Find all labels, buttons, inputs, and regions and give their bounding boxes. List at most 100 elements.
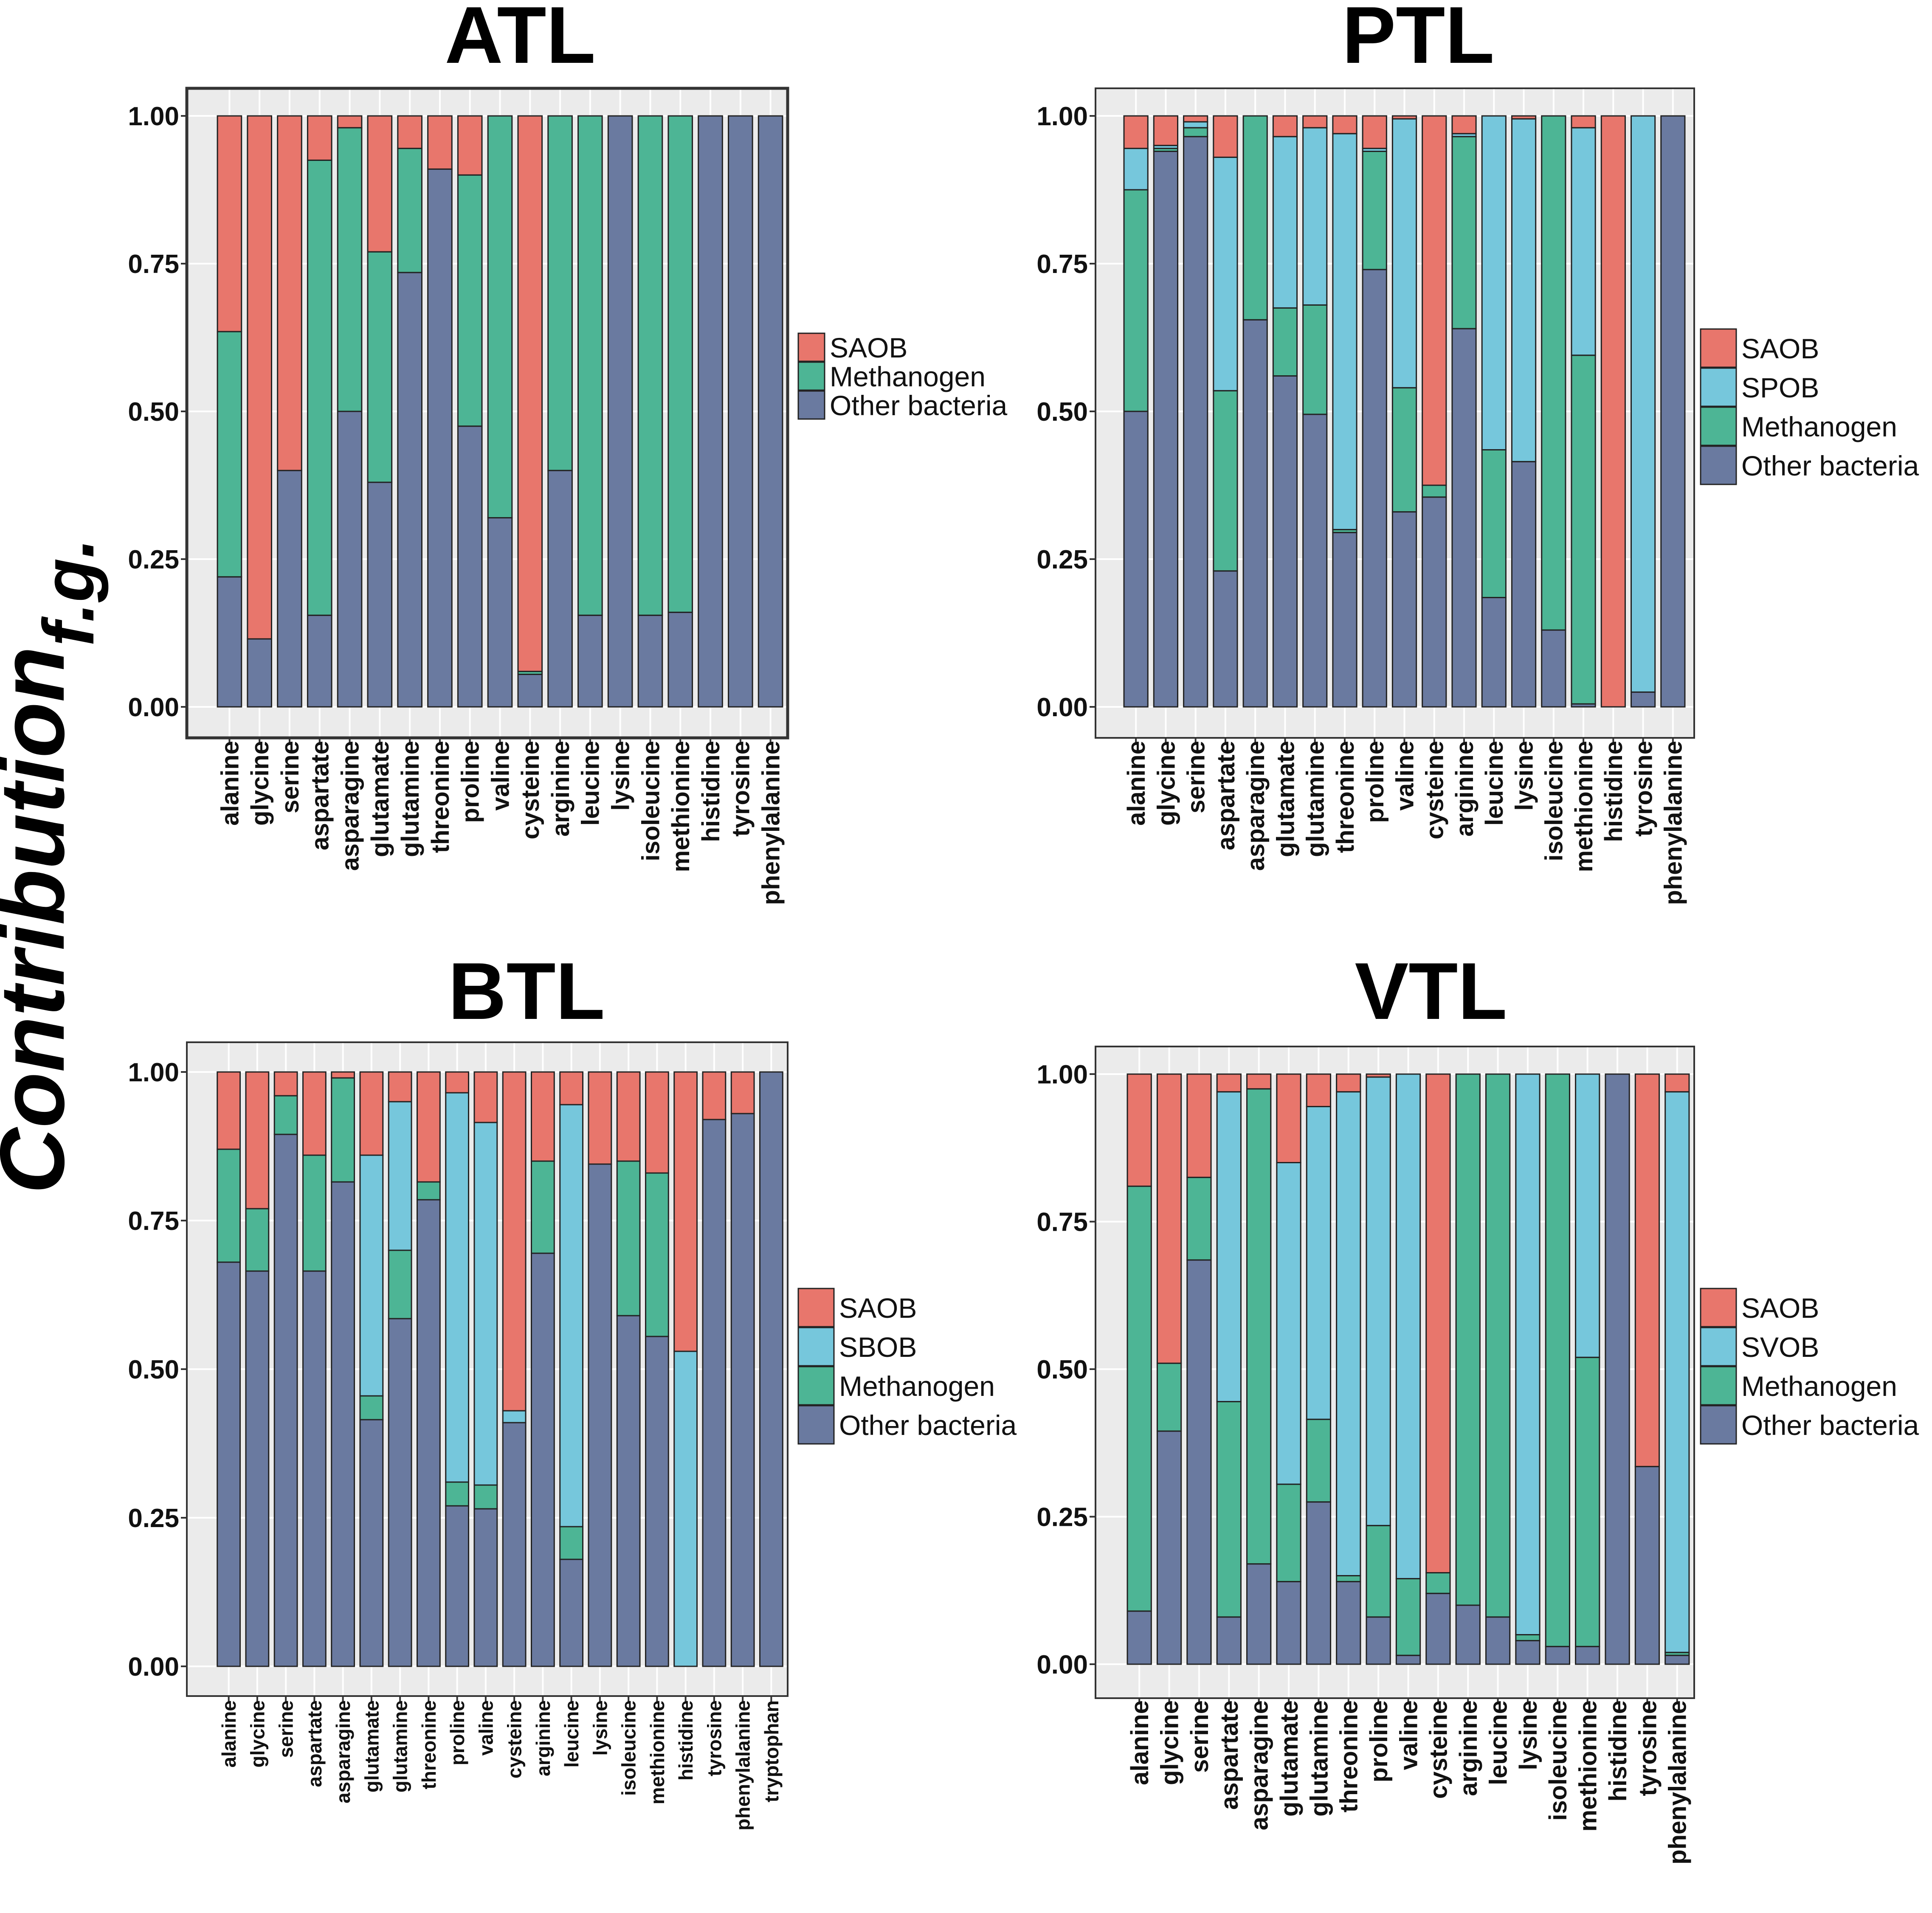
x-tick-label-ptl-lysine: lysine	[1510, 741, 1538, 810]
bar-atl-isoleucine-other-bacteria	[637, 614, 663, 708]
bar-atl-leucine-other-bacteria	[577, 614, 603, 708]
bar-btl-proline-sbob	[445, 1092, 470, 1483]
bar-ptl-aspartate-saob	[1213, 115, 1238, 158]
y-tick-label-ptl: 0.75	[1036, 250, 1088, 279]
bar-vtl-phenylalanine-svob	[1664, 1091, 1690, 1653]
y-tick-label-vtl: 0.50	[1036, 1355, 1088, 1384]
bar-ptl-valine-spob	[1391, 118, 1417, 388]
legend-label-other-bacteria: Other bacteria	[1741, 1409, 1919, 1441]
bar-vtl-cysteine-other-bacteria	[1425, 1592, 1451, 1665]
bar-vtl-histidine-other-bacteria	[1605, 1073, 1630, 1665]
bar-btl-glutamine-sbob	[388, 1101, 412, 1251]
bar-atl-methionine-other-bacteria	[667, 611, 693, 708]
bar-ptl-alanine-other-bacteria	[1123, 411, 1149, 708]
legend-swatch-methanogen	[797, 1366, 835, 1406]
bar-ptl-glutamate-spob	[1272, 136, 1298, 309]
bar-btl-histidine-sbob	[673, 1350, 698, 1667]
chart-title-atl: ATL	[445, 0, 595, 80]
x-tick-label-atl-leucine: leucine	[577, 741, 605, 826]
y-tick-label-atl: 0.00	[128, 693, 179, 722]
bar-vtl-phenylalanine-saob	[1664, 1073, 1690, 1093]
bar-btl-cysteine-other-bacteria	[502, 1422, 527, 1667]
bar-ptl-threonine-spob	[1332, 133, 1357, 530]
bar-btl-glutamate-sbob	[359, 1154, 384, 1397]
bar-btl-glycine-saob	[245, 1071, 270, 1210]
x-tick-label-btl-serine: serine	[275, 1700, 297, 1758]
y-tick-label-atl: 0.75	[128, 250, 179, 279]
bar-atl-glutamate-other-bacteria	[367, 481, 393, 708]
bar-btl-isoleucine-methanogen	[616, 1160, 641, 1317]
bar-vtl-tyrosine-saob	[1634, 1073, 1660, 1467]
bar-ptl-arginine-methanogen	[1451, 136, 1477, 329]
bar-atl-asparagine-methanogen	[337, 127, 363, 412]
y-tick-label-ptl: 1.00	[1036, 102, 1088, 131]
bar-ptl-threonine-saob	[1332, 115, 1357, 135]
bar-vtl-proline-saob	[1366, 1073, 1391, 1078]
bar-btl-phenylalanine-saob	[730, 1071, 755, 1114]
legend-label-methanogen: Methanogen	[839, 1370, 995, 1402]
x-tick-label-btl-tyrosine: tyrosine	[703, 1700, 725, 1776]
bar-vtl-threonine-svob	[1336, 1091, 1361, 1576]
bar-vtl-glutamine-other-bacteria	[1306, 1501, 1332, 1665]
x-tick-label-ptl-aspartate: aspartate	[1212, 741, 1240, 850]
legend-swatch-other-bacteria	[1700, 445, 1737, 485]
bar-vtl-glutamate-saob	[1276, 1073, 1301, 1163]
bar-atl-arginine-methanogen	[547, 115, 573, 471]
bar-vtl-valine-methanogen	[1395, 1578, 1421, 1656]
bar-atl-cysteine-saob	[517, 115, 543, 672]
bar-ptl-glycine-other-bacteria	[1153, 151, 1179, 708]
bar-btl-valine-methanogen	[473, 1484, 498, 1510]
bar-vtl-phenylalanine-other-bacteria	[1664, 1654, 1690, 1665]
bar-vtl-valine-other-bacteria	[1395, 1654, 1421, 1665]
bar-btl-glutamate-methanogen	[359, 1395, 384, 1421]
bar-ptl-proline-methanogen	[1362, 151, 1387, 270]
chart-title-btl: BTL	[448, 946, 605, 1036]
x-tick-label-atl-threonine: threonine	[427, 741, 454, 853]
x-tick-label-btl-aspartate: aspartate	[304, 1700, 326, 1787]
bar-btl-cysteine-sbob	[502, 1410, 527, 1423]
bar-ptl-alanine-methanogen	[1123, 189, 1149, 412]
bar-ptl-cysteine-saob	[1422, 115, 1447, 486]
bar-atl-tyrosine-other-bacteria	[728, 115, 753, 708]
x-tick-label-atl-glycine: glycine	[246, 741, 274, 826]
chart-atl: ATL 0.00 0.25 0.50 0.75 1.00 alanine glycine ser…	[128, 0, 1007, 905]
y-tick-label-ptl: 0.50	[1036, 397, 1088, 427]
x-tick-label-vtl-tyrosine: tyrosine	[1634, 1700, 1662, 1796]
y-tick-label-btl: 1.00	[128, 1058, 179, 1087]
x-tick-label-ptl-asparagine: asparagine	[1242, 741, 1270, 871]
x-tick-label-atl-lysine: lysine	[607, 741, 635, 810]
legend-label-methanogen: Methanogen	[1741, 1370, 1897, 1402]
bar-atl-leucine-methanogen	[577, 115, 603, 616]
x-tick-label-btl-alanine: alanine	[218, 1700, 240, 1768]
bar-vtl-aspartate-saob	[1216, 1073, 1242, 1093]
legend-label-sbob: SBOB	[839, 1331, 917, 1363]
bar-btl-valine-saob	[473, 1071, 498, 1123]
bar-ptl-aspartate-other-bacteria	[1213, 570, 1238, 708]
x-tick-label-ptl-tyrosine: tyrosine	[1630, 741, 1657, 837]
bar-vtl-aspartate-other-bacteria	[1216, 1616, 1242, 1665]
legend-swatch-other-bacteria	[797, 1405, 835, 1445]
bar-vtl-glycine-methanogen	[1156, 1362, 1182, 1432]
legend-label-methanogen: Methanogen	[830, 361, 986, 392]
bar-atl-asparagine-other-bacteria	[337, 411, 363, 708]
legend-label-saob: SAOB	[1741, 333, 1819, 364]
bar-ptl-proline-other-bacteria	[1362, 269, 1387, 708]
y-tick-label-btl: 0.50	[128, 1355, 179, 1384]
bar-btl-threonine-saob	[416, 1071, 441, 1183]
bar-btl-glutamate-other-bacteria	[359, 1419, 384, 1667]
bar-btl-aspartate-saob	[302, 1071, 327, 1156]
bar-btl-threonine-other-bacteria	[416, 1199, 441, 1667]
bar-vtl-asparagine-other-bacteria	[1246, 1563, 1272, 1665]
x-tick-label-vtl-lysine: lysine	[1515, 1700, 1542, 1770]
bar-btl-isoleucine-saob	[616, 1071, 641, 1162]
x-tick-label-btl-glutamate: glutamate	[360, 1700, 383, 1792]
bar-btl-serine-other-bacteria	[273, 1134, 298, 1667]
bar-ptl-lysine-saob	[1511, 115, 1537, 120]
y-tick-label-vtl: 0.25	[1036, 1503, 1088, 1532]
x-tick-label-vtl-isoleucine: isoleucine	[1544, 1700, 1572, 1821]
bar-ptl-serine-other-bacteria	[1183, 136, 1208, 708]
legend-label-methanogen: Methanogen	[1741, 411, 1897, 442]
bar-atl-serine-other-bacteria	[277, 470, 302, 708]
bar-btl-methionine-other-bacteria	[645, 1336, 669, 1667]
